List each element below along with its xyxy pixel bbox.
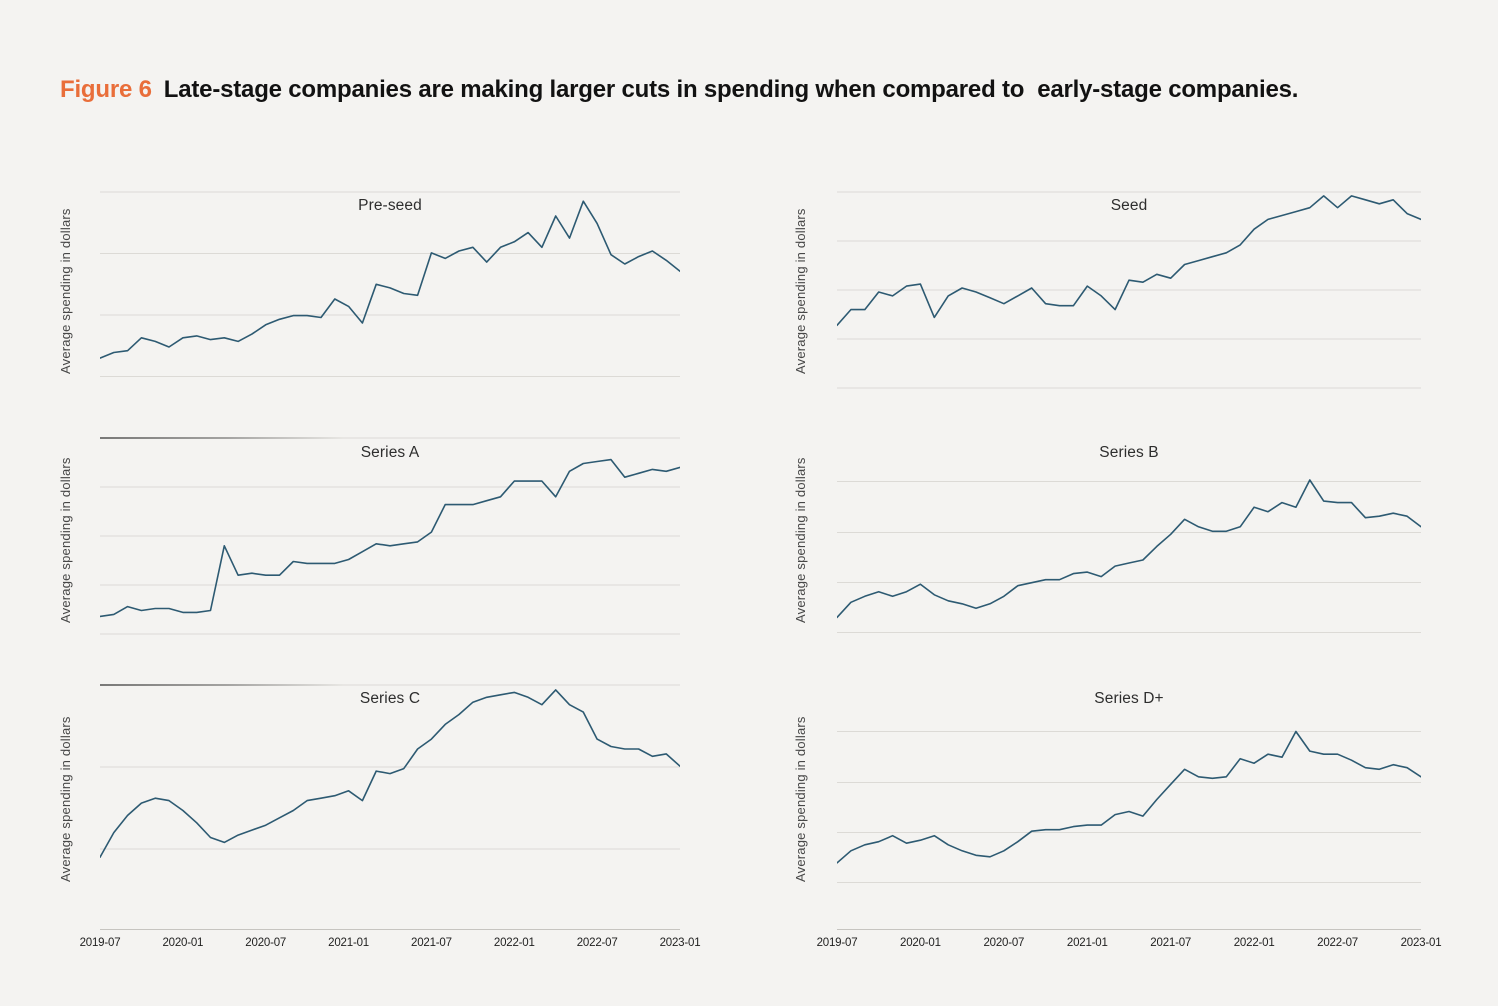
data-line: [100, 200, 680, 359]
data-line: [837, 479, 1421, 619]
chart-series-b: Series B: [837, 432, 1421, 650]
line-chart-series-c: [100, 684, 680, 858]
axis-shadow-line: [100, 684, 680, 686]
x-tick-label: 2022-07: [1317, 937, 1358, 949]
chart-title: Series D+: [1094, 690, 1164, 707]
figure-number: Figure 6: [60, 76, 152, 103]
y-axis-label: Average spending in dollars: [793, 716, 808, 882]
chart-title: Series C: [359, 690, 421, 707]
y-axis-label: Average spending in dollars: [793, 457, 808, 623]
y-axis-label: Average spending in dollars: [793, 208, 808, 374]
x-tick-label: 2020-07: [983, 937, 1025, 949]
chart-pre-seed: Pre-seed: [100, 185, 680, 400]
x-tick-label: 2020-01: [900, 937, 941, 949]
x-tick-label: 2021-07: [1150, 937, 1192, 949]
chart-title: Seed: [1110, 197, 1148, 214]
x-tick-label: 2022-01: [1233, 937, 1275, 949]
data-line: [837, 730, 1421, 864]
figure-title: Figure 6 Late-stage companies are making …: [60, 76, 1298, 104]
chart-series-d-plus: Series D+: [837, 678, 1421, 933]
chart-title: Series A: [360, 444, 420, 461]
x-tick-label: 2021-07: [411, 937, 452, 949]
x-tick-label: 2021-01: [1066, 937, 1108, 949]
x-tick-label: 2023-01: [1400, 937, 1442, 949]
x-tick-label: 2019-07: [816, 937, 858, 949]
chart-title: Pre-seed: [358, 197, 422, 214]
y-axis-label: Average spending in dollars: [58, 457, 73, 623]
line-chart-series-d-plus: [837, 730, 1421, 883]
x-tick-label: 2022-07: [576, 937, 618, 949]
chart-seed: Seed: [837, 185, 1421, 400]
x-tick-label: 2019-07: [79, 937, 121, 949]
axis-shadow-line: [100, 437, 680, 439]
x-axis-right-column: 2019-07 2020-01 2020-07 2021-01 2021-07 2022-…: [817, 929, 1442, 956]
x-tick-label: 2020-07: [245, 937, 287, 949]
chart-title: Series B: [1099, 444, 1159, 461]
data-line: [100, 458, 680, 618]
y-axis-label: Average spending in dollars: [58, 208, 73, 374]
x-tick-label: 2021-01: [328, 937, 369, 949]
line-chart-series-a: [100, 437, 680, 635]
line-chart-series-b: [837, 479, 1421, 633]
data-line: [837, 195, 1421, 327]
x-axis-left-column: 2019-07 2020-01 2020-07 2021-01 2021-07 2022-…: [80, 929, 701, 956]
x-tick-label: 2022-01: [493, 937, 535, 949]
data-line: [100, 689, 680, 858]
chart-series-a: Series A: [100, 432, 680, 650]
x-tick-label: 2020-01: [162, 937, 204, 949]
figure-title-text: Late-stage companies are making larger c…: [163, 76, 1299, 103]
line-chart-pre-seed: [100, 191, 680, 377]
chart-series-c: Series C: [100, 678, 680, 933]
x-tick-label: 2023-01: [659, 937, 701, 949]
line-chart-seed: [837, 191, 1421, 389]
y-axis-label: Average spending in dollars: [58, 716, 73, 882]
